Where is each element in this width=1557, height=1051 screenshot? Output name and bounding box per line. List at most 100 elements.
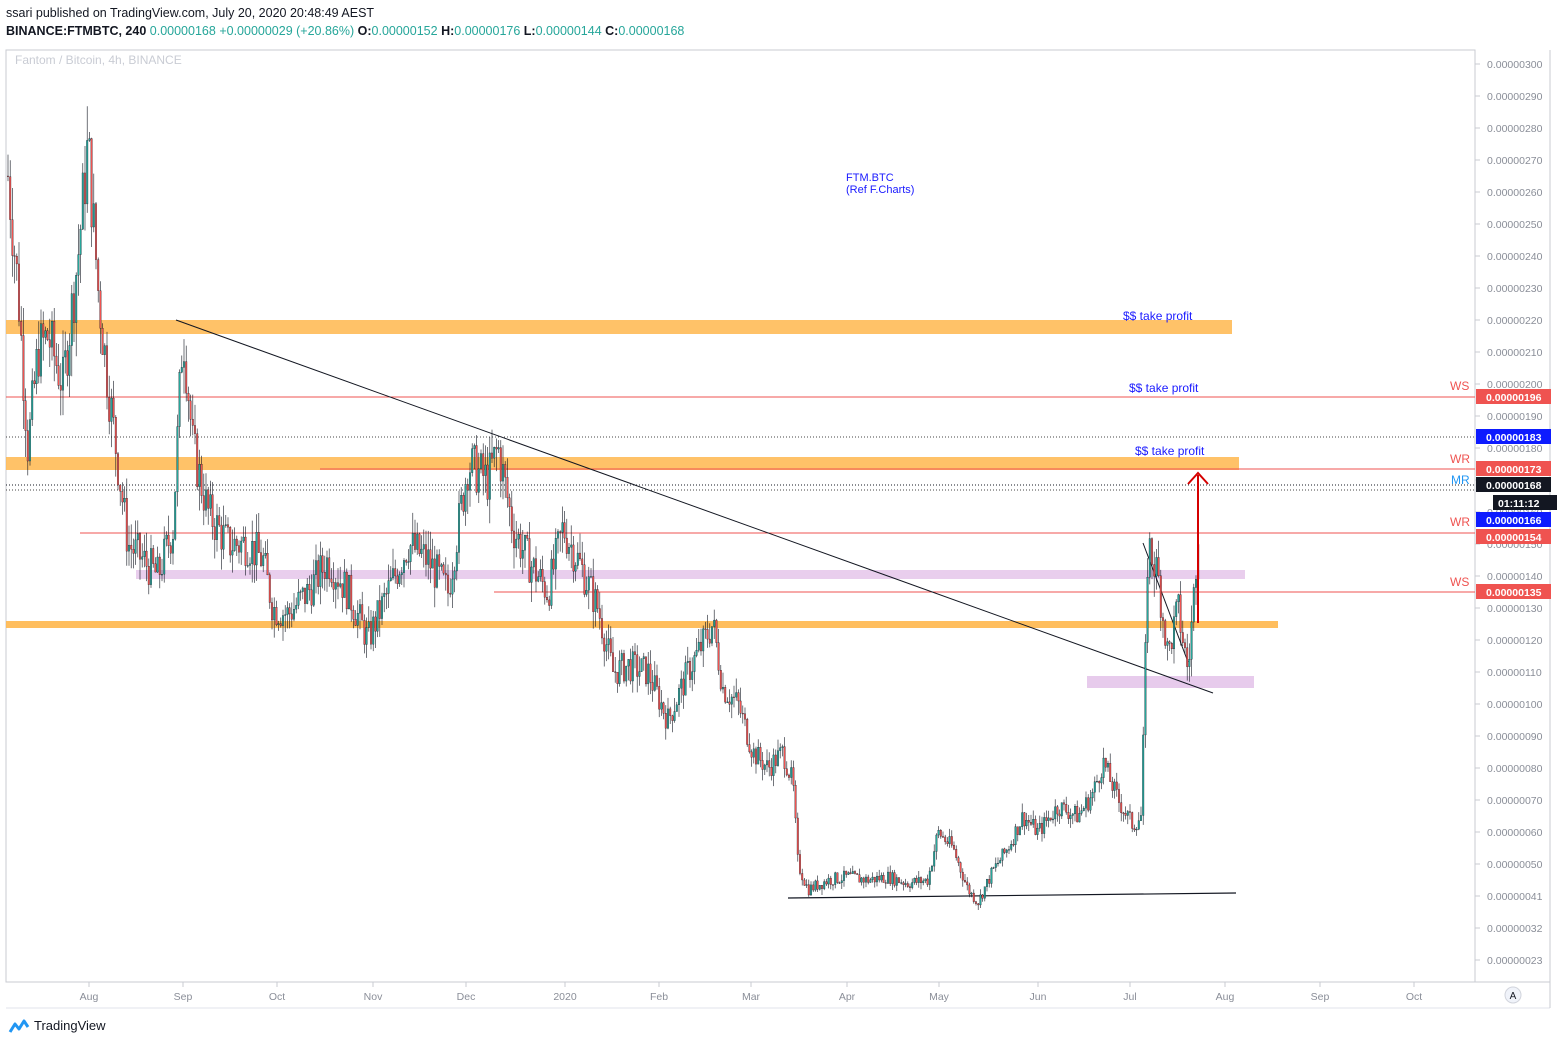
candle-body <box>856 873 859 875</box>
candle-body <box>1195 579 1197 588</box>
candle-body <box>658 686 661 710</box>
candle-body <box>799 854 801 874</box>
candle-body <box>587 576 590 591</box>
candle-body <box>933 851 936 867</box>
candle-body <box>385 593 388 595</box>
candle-body <box>975 901 977 904</box>
candle-body <box>317 560 320 587</box>
candle-body <box>1107 763 1109 768</box>
candle-body <box>557 531 559 539</box>
y-tick-label: 0.00000100 <box>1487 699 1543 711</box>
x-tick-label: Sep <box>174 991 193 1003</box>
candle-body <box>889 871 892 884</box>
candle-body <box>946 841 949 844</box>
x-tick-label: Sep <box>1311 991 1330 1003</box>
candle-body <box>48 339 51 348</box>
candle-body <box>691 671 694 680</box>
candle-body <box>583 564 586 595</box>
candle-body <box>543 581 546 598</box>
tradingview-logo[interactable]: TradingView <box>6 1018 106 1033</box>
candle-body <box>730 696 733 705</box>
candle-body <box>636 654 639 677</box>
x-tick-label: Oct <box>1406 991 1422 1003</box>
candle-body <box>869 879 872 883</box>
candle-body <box>1016 826 1019 835</box>
candle-body <box>722 687 724 690</box>
candle-body <box>264 553 267 556</box>
candle-body <box>814 880 817 891</box>
candle-body <box>370 621 372 645</box>
auto-scale-label[interactable]: A <box>1510 991 1517 1002</box>
candle-body <box>407 561 410 563</box>
candle-body <box>642 656 645 659</box>
candle-body <box>394 568 397 577</box>
y-tick-label: 0.00000270 <box>1487 155 1543 167</box>
candle-body <box>499 447 502 482</box>
candle-body <box>581 558 584 565</box>
candle-body <box>1008 849 1010 851</box>
candle-body <box>495 447 498 450</box>
candle-body <box>420 548 423 554</box>
candle-body <box>997 862 999 865</box>
candle-body <box>898 877 900 883</box>
candle-body <box>414 533 416 550</box>
candle-body <box>75 275 78 323</box>
candle-body <box>541 569 544 582</box>
candle-body <box>977 903 980 906</box>
price-tag-label: 0.00000168 <box>1486 480 1542 492</box>
candle-body <box>1060 802 1063 817</box>
tradingview-brand: TradingView <box>34 1018 106 1033</box>
candle-body <box>576 552 579 566</box>
candle-body <box>1186 647 1189 667</box>
candle-body <box>141 556 144 560</box>
candle-body <box>429 549 432 569</box>
candle-body <box>906 883 909 887</box>
y-tick-label: 0.00000032 <box>1487 923 1543 935</box>
candle-body <box>418 533 421 554</box>
candle-body <box>895 877 898 886</box>
candle-body <box>40 323 42 377</box>
candle-body <box>865 876 867 883</box>
candle-body <box>130 544 133 550</box>
candle-body <box>1181 632 1184 643</box>
candle-body <box>136 533 139 541</box>
candle-body <box>1082 808 1085 811</box>
candle-body <box>216 515 218 540</box>
candle-body <box>328 557 331 580</box>
price-scale[interactable]: 0.00000300 0.00000290 0.00000280 0.00000270… <box>1475 59 1543 967</box>
candle-body <box>286 607 289 615</box>
candle-body <box>695 649 698 656</box>
y-tick-label: 0.00000240 <box>1487 251 1543 263</box>
candle-body <box>1118 789 1120 803</box>
candle-body <box>68 345 71 376</box>
candle-body <box>240 540 243 553</box>
purple-zone-lower <box>1087 676 1254 688</box>
candle-body <box>167 534 170 546</box>
candle-body <box>972 892 975 902</box>
candle-body <box>1188 658 1191 667</box>
candle-body <box>843 870 845 881</box>
candle-body <box>132 549 135 554</box>
candle-body <box>724 687 727 703</box>
candle-body <box>198 464 201 487</box>
time-scale[interactable]: Aug Sep Oct Nov Dec 2020 Feb Mar Apr May Jun Jul Aug… <box>80 982 1423 1003</box>
candle-body <box>471 448 474 473</box>
candle-body <box>673 711 676 721</box>
candle-body <box>612 652 614 672</box>
candle-body <box>378 600 381 619</box>
candle-body <box>73 293 75 323</box>
candle-body <box>1034 819 1037 835</box>
candle-body <box>669 708 672 716</box>
candle-body <box>18 263 20 322</box>
candle-body <box>161 574 163 576</box>
candle-body <box>1159 575 1162 618</box>
candle-body <box>466 484 469 491</box>
candle-body <box>440 564 443 567</box>
level-label-ws-upper: WS <box>1450 379 1469 393</box>
auto-scale-button[interactable] <box>1504 986 1522 1004</box>
open-label: O: <box>357 24 372 38</box>
candle-body <box>381 596 383 619</box>
candle-body <box>128 544 130 552</box>
